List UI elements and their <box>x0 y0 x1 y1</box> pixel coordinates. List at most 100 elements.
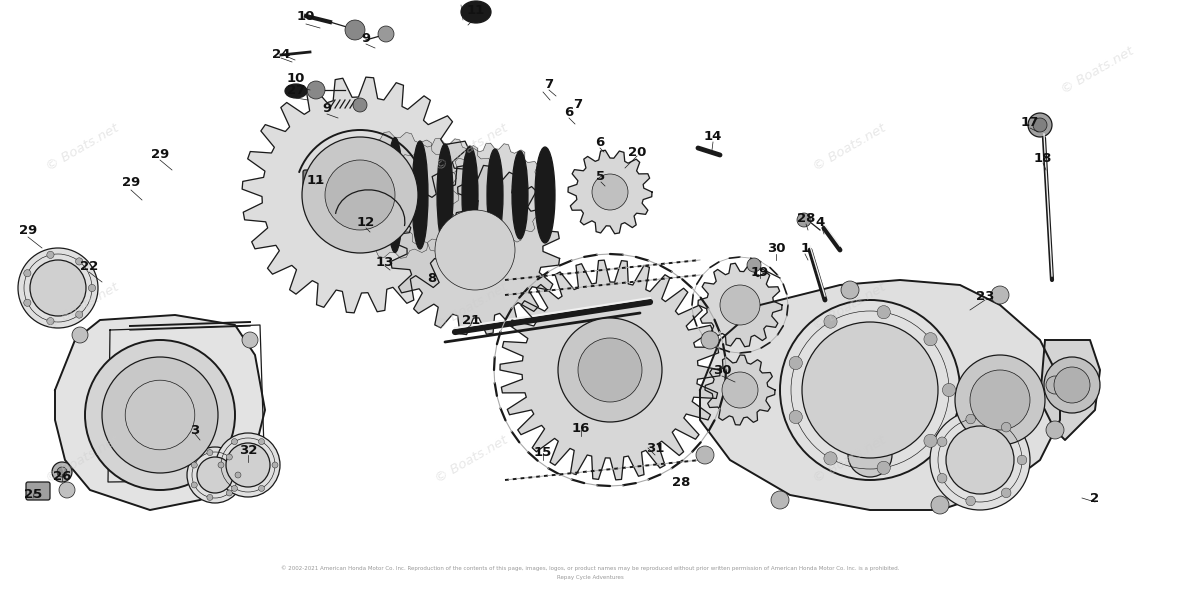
Circle shape <box>848 433 892 477</box>
Circle shape <box>24 299 31 306</box>
Text: © Boats.net: © Boats.net <box>1058 45 1136 97</box>
FancyBboxPatch shape <box>303 170 329 190</box>
Circle shape <box>191 462 197 468</box>
Ellipse shape <box>535 147 555 243</box>
Text: 13: 13 <box>375 256 394 269</box>
Circle shape <box>558 318 662 422</box>
Circle shape <box>227 443 270 487</box>
Text: 23: 23 <box>976 290 995 303</box>
Circle shape <box>218 462 224 468</box>
Text: 16: 16 <box>572 422 590 435</box>
Circle shape <box>931 496 949 514</box>
Circle shape <box>1045 376 1064 394</box>
Text: © Boats.net: © Boats.net <box>433 280 511 332</box>
Circle shape <box>1032 118 1047 132</box>
Circle shape <box>30 260 86 316</box>
Circle shape <box>24 270 31 277</box>
Ellipse shape <box>387 137 404 253</box>
Text: 2: 2 <box>1090 491 1100 505</box>
Text: 7: 7 <box>544 78 553 91</box>
Circle shape <box>378 26 394 42</box>
Circle shape <box>955 355 1045 445</box>
Ellipse shape <box>487 149 503 241</box>
Circle shape <box>307 81 324 99</box>
Circle shape <box>930 410 1030 510</box>
Text: 24: 24 <box>271 48 290 61</box>
Text: 11: 11 <box>307 174 326 187</box>
Circle shape <box>258 485 264 491</box>
Circle shape <box>877 306 891 319</box>
Text: © Boats.net: © Boats.net <box>811 434 889 485</box>
Text: 9: 9 <box>361 31 371 45</box>
Text: © Boats.net: © Boats.net <box>811 121 889 173</box>
Ellipse shape <box>290 87 302 95</box>
Polygon shape <box>500 260 720 480</box>
Ellipse shape <box>412 141 428 249</box>
Circle shape <box>76 258 83 265</box>
Text: 14: 14 <box>703 131 722 144</box>
Circle shape <box>76 311 83 318</box>
Circle shape <box>943 383 956 396</box>
Circle shape <box>47 252 54 259</box>
Text: 1: 1 <box>800 241 809 254</box>
Circle shape <box>1002 422 1011 432</box>
Circle shape <box>747 258 761 272</box>
Text: 32: 32 <box>238 444 257 456</box>
Circle shape <box>206 449 212 455</box>
Circle shape <box>966 414 976 424</box>
Text: 27: 27 <box>287 84 306 98</box>
Circle shape <box>197 457 232 493</box>
Circle shape <box>824 315 837 328</box>
Circle shape <box>247 452 263 468</box>
Polygon shape <box>1040 340 1100 440</box>
Polygon shape <box>388 138 502 252</box>
Circle shape <box>231 439 237 445</box>
Circle shape <box>802 322 938 458</box>
Circle shape <box>52 462 72 482</box>
Text: Repay Cycle Adventures: Repay Cycle Adventures <box>557 575 623 581</box>
Text: © Boats.net: © Boats.net <box>44 280 122 332</box>
Text: 28: 28 <box>796 211 815 224</box>
Ellipse shape <box>512 151 527 239</box>
Circle shape <box>1044 357 1100 413</box>
Circle shape <box>780 300 961 480</box>
Circle shape <box>186 447 243 503</box>
Circle shape <box>435 210 514 290</box>
Text: © 2002-2021 American Honda Motor Co. Inc. Reproduction of the contents of this p: © 2002-2021 American Honda Motor Co. Inc… <box>281 565 899 571</box>
Circle shape <box>966 496 976 506</box>
Circle shape <box>841 281 859 299</box>
Circle shape <box>701 331 719 349</box>
Text: 18: 18 <box>1034 151 1053 164</box>
Text: 29: 29 <box>151 147 169 160</box>
Circle shape <box>789 356 802 369</box>
Polygon shape <box>700 280 1060 510</box>
Circle shape <box>324 160 395 230</box>
Circle shape <box>877 461 891 474</box>
Circle shape <box>101 357 218 473</box>
Text: 9: 9 <box>322 101 332 114</box>
Polygon shape <box>704 355 775 425</box>
Circle shape <box>191 482 197 488</box>
Circle shape <box>59 482 76 498</box>
Circle shape <box>85 340 235 490</box>
Circle shape <box>258 439 264 445</box>
Text: 10: 10 <box>287 71 306 84</box>
Circle shape <box>1028 113 1053 137</box>
Text: 15: 15 <box>533 446 552 459</box>
Circle shape <box>1045 421 1064 439</box>
Circle shape <box>722 372 758 408</box>
Circle shape <box>924 434 937 448</box>
Circle shape <box>88 284 96 292</box>
Text: 31: 31 <box>645 442 664 455</box>
Text: 22: 22 <box>80 260 98 273</box>
Circle shape <box>345 20 365 40</box>
Text: © Boats.net: © Boats.net <box>433 121 511 173</box>
Text: 30: 30 <box>767 241 785 254</box>
Circle shape <box>970 370 1030 430</box>
FancyBboxPatch shape <box>26 482 50 500</box>
Circle shape <box>937 437 948 446</box>
Text: 17: 17 <box>1021 115 1040 128</box>
Polygon shape <box>442 143 548 247</box>
Circle shape <box>231 485 237 491</box>
Text: 29: 29 <box>19 223 37 237</box>
